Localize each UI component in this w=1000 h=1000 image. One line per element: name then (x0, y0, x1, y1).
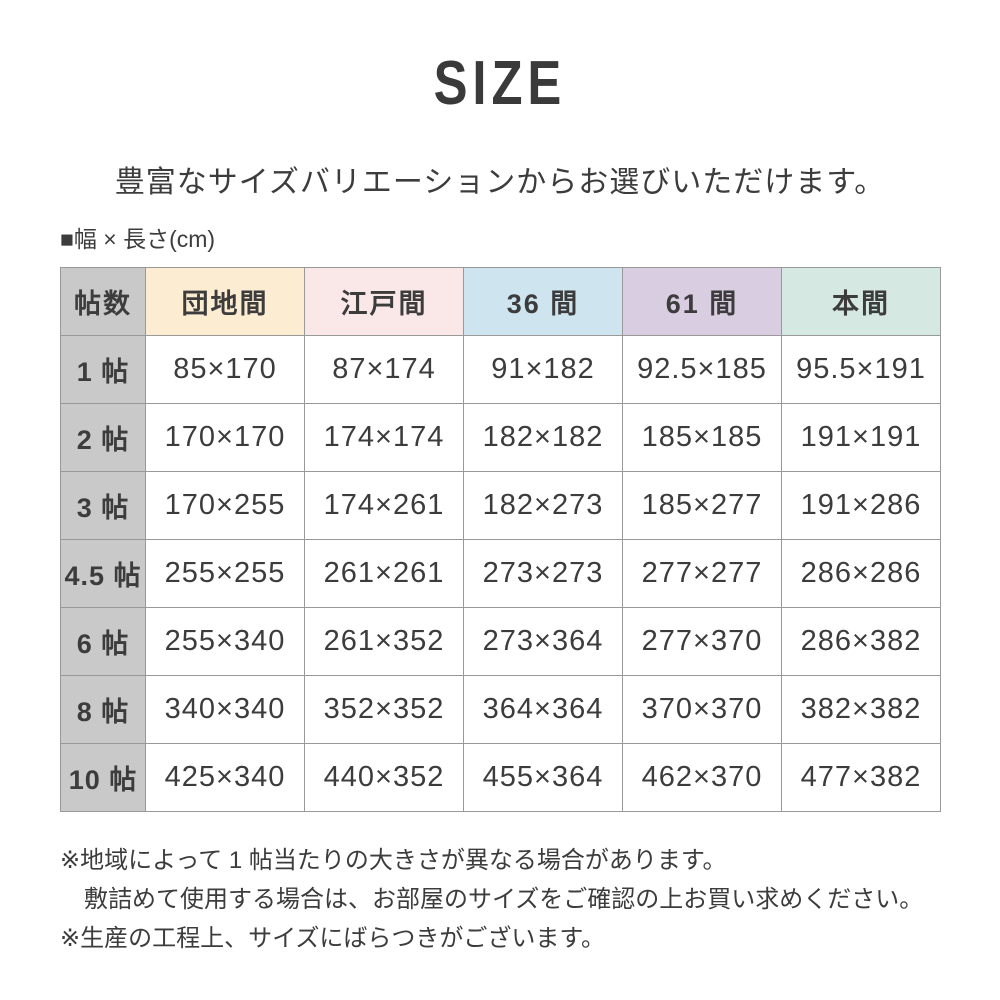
footnote-production: ※生産の工程上、サイズにばらつきがございます。 (60, 924, 605, 952)
page-title: SIZE (60, 53, 940, 115)
row-label: 2 帖 (60, 402, 146, 472)
size-cell: 87×174 (304, 334, 464, 404)
size-cell: 340×340 (145, 674, 305, 744)
size-cell: 255×255 (145, 538, 305, 608)
size-cell: 425×340 (145, 742, 305, 812)
size-cell: 174×261 (304, 470, 464, 540)
size-cell: 95.5×191 (781, 334, 941, 404)
row-label: 3 帖 (60, 470, 146, 540)
size-cell: 277×277 (622, 538, 782, 608)
unit-label: ■幅 × 長さ(cm) (60, 226, 216, 252)
header-cell-tatami-count: 帖数 (60, 266, 146, 336)
size-cell: 273×364 (463, 606, 623, 676)
header-row: 帖数 団地間 江戸間 36 間 61 間 本間 (60, 266, 941, 336)
size-cell: 185×277 (622, 470, 782, 540)
row-label: 4.5 帖 (60, 538, 146, 608)
page-title-text: SIZE (433, 49, 567, 118)
size-cell: 191×286 (781, 470, 941, 540)
size-cell: 92.5×185 (622, 334, 782, 404)
size-cell: 440×352 (304, 742, 464, 812)
size-cell: 462×370 (622, 742, 782, 812)
table-row-10jo: 10 帖 425×340 440×352 455×364 462×370 477… (60, 742, 941, 812)
footnote-room-size: 敷詰めて使用する場合は、お部屋のサイズをご確認の上お買い求めください。 (60, 885, 924, 913)
size-cell: 352×352 (304, 674, 464, 744)
row-label: 10 帖 (60, 742, 146, 812)
table-row-6jo: 6 帖 255×340 261×352 273×364 277×370 286×… (60, 606, 941, 676)
size-cell: 364×364 (463, 674, 623, 744)
header-cell-honma: 本間 (781, 266, 941, 336)
size-cell: 277×370 (622, 606, 782, 676)
size-cell: 170×255 (145, 470, 305, 540)
size-cell: 170×170 (145, 402, 305, 472)
size-table: 帖数 団地間 江戸間 36 間 61 間 本間 1 帖 85×170 87×17… (60, 266, 941, 812)
size-cell: 382×382 (781, 674, 941, 744)
table-row-1jo: 1 帖 85×170 87×174 91×182 92.5×185 95.5×1… (60, 334, 941, 404)
size-cell: 455×364 (463, 742, 623, 812)
row-label: 6 帖 (60, 606, 146, 676)
size-cell: 370×370 (622, 674, 782, 744)
header-cell-edoma: 江戸間 (304, 266, 464, 336)
size-cell: 174×174 (304, 402, 464, 472)
size-cell: 182×273 (463, 470, 623, 540)
size-cell: 286×286 (781, 538, 941, 608)
size-cell: 261×352 (304, 606, 464, 676)
table-row-4-5jo: 4.5 帖 255×255 261×261 273×273 277×277 28… (60, 538, 941, 608)
table-row-2jo: 2 帖 170×170 174×174 182×182 185×185 191×… (60, 402, 941, 472)
header-cell-danchima: 団地間 (145, 266, 305, 336)
size-cell: 91×182 (463, 334, 623, 404)
size-cell: 273×273 (463, 538, 623, 608)
subtitle: 豊富なサイズバリエーションからお選びいただけます。 (114, 166, 886, 199)
size-cell: 182×182 (463, 402, 623, 472)
row-label: 1 帖 (60, 334, 146, 404)
size-cell: 255×340 (145, 606, 305, 676)
row-label: 8 帖 (60, 674, 146, 744)
table-row-8jo: 8 帖 340×340 352×352 364×364 370×370 382×… (60, 674, 941, 744)
size-cell: 191×191 (781, 402, 941, 472)
size-cell: 85×170 (145, 334, 305, 404)
footnotes: ※地域によって 1 帖当たりの大きさが異なる場合があります。 敷詰めて使用する場… (60, 841, 940, 958)
size-cell: 185×185 (622, 402, 782, 472)
size-cell: 477×382 (781, 742, 941, 812)
table-row-3jo: 3 帖 170×255 174×261 182×273 185×277 191×… (60, 470, 941, 540)
size-cell: 261×261 (304, 538, 464, 608)
header-cell-61ma: 61 間 (622, 266, 782, 336)
header-cell-36ma: 36 間 (463, 266, 623, 336)
footnote-region: ※地域によって 1 帖当たりの大きさが異なる場合があります。 (60, 846, 727, 874)
size-cell: 286×382 (781, 606, 941, 676)
